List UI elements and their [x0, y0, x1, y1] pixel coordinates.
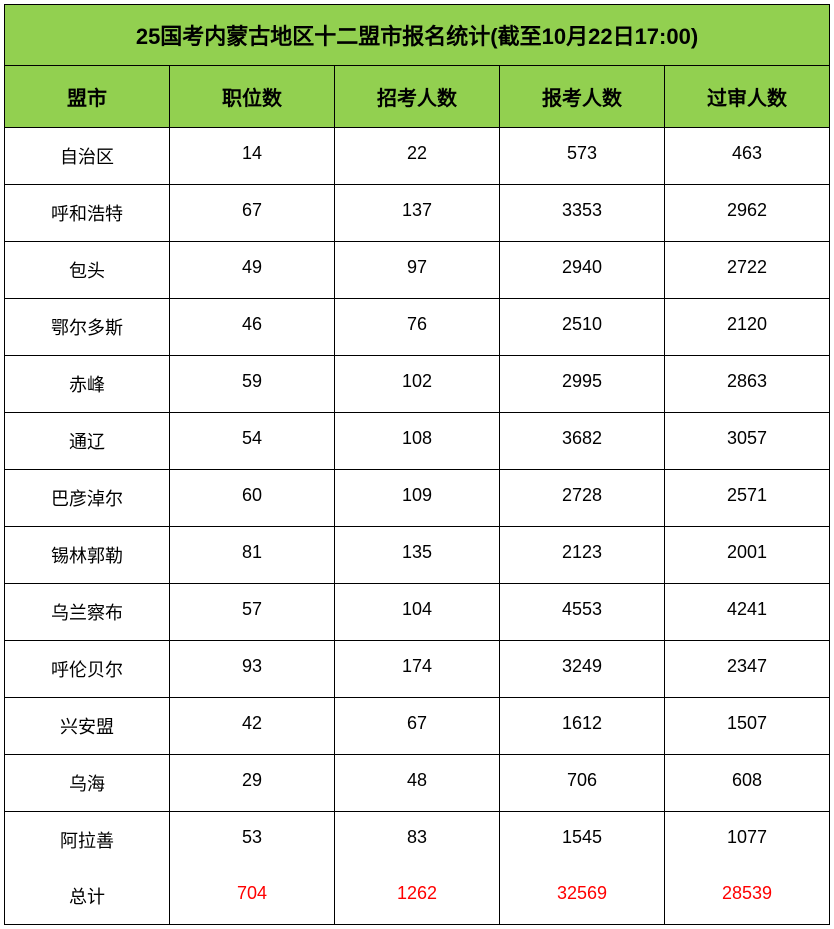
table-cell: 鄂尔多斯 [5, 299, 170, 355]
table-row: 阿拉善538315451077 [5, 812, 829, 868]
table-cell: 54 [170, 413, 335, 469]
table-cell: 呼伦贝尔 [5, 641, 170, 697]
table-cell: 108 [335, 413, 500, 469]
table-cell: 135 [335, 527, 500, 583]
table-cell: 2863 [665, 356, 829, 412]
table-row: 锡林郭勒8113521232001 [5, 527, 829, 584]
table-cell: 乌兰察布 [5, 584, 170, 640]
table-row: 呼伦贝尔9317432492347 [5, 641, 829, 698]
table-cell: 22 [335, 128, 500, 184]
table-cell: 48 [335, 755, 500, 811]
table-cell: 4553 [500, 584, 665, 640]
table-cell: 29 [170, 755, 335, 811]
table-cell: 1507 [665, 698, 829, 754]
table-cell: 109 [335, 470, 500, 526]
table-cell: 46 [170, 299, 335, 355]
table-cell: 608 [665, 755, 829, 811]
table-cell: 104 [335, 584, 500, 640]
table-cell: 42 [170, 698, 335, 754]
total-label: 总计 [5, 868, 170, 924]
table-cell: 兴安盟 [5, 698, 170, 754]
table-cell: 67 [335, 698, 500, 754]
table-cell: 呼和浩特 [5, 185, 170, 241]
table-cell: 2728 [500, 470, 665, 526]
col-header-positions: 职位数 [170, 66, 335, 127]
table-cell: 3682 [500, 413, 665, 469]
table-cell: 93 [170, 641, 335, 697]
table-cell: 2347 [665, 641, 829, 697]
col-header-recruits: 招考人数 [335, 66, 500, 127]
table-row: 乌海2948706608 [5, 755, 829, 812]
table-row: 巴彦淖尔6010927282571 [5, 470, 829, 527]
table-title: 25国考内蒙古地区十二盟市报名统计(截至10月22日17:00) [5, 5, 829, 66]
table-cell: 包头 [5, 242, 170, 298]
table-row: 赤峰5910229952863 [5, 356, 829, 413]
table-cell: 174 [335, 641, 500, 697]
table-cell: 53 [170, 812, 335, 868]
table-cell: 巴彦淖尔 [5, 470, 170, 526]
table-cell: 2510 [500, 299, 665, 355]
table-cell: 2995 [500, 356, 665, 412]
table-row: 鄂尔多斯467625102120 [5, 299, 829, 356]
table-cell: 83 [335, 812, 500, 868]
table-cell: 2001 [665, 527, 829, 583]
table-cell: 102 [335, 356, 500, 412]
col-header-approved: 过审人数 [665, 66, 829, 127]
total-applicants: 32569 [500, 868, 665, 924]
table-cell: 49 [170, 242, 335, 298]
table-cell: 2940 [500, 242, 665, 298]
table-cell: 97 [335, 242, 500, 298]
table-cell: 67 [170, 185, 335, 241]
table-cell: 阿拉善 [5, 812, 170, 868]
table-cell: 463 [665, 128, 829, 184]
table-body: 自治区1422573463呼和浩特6713733532962包头49972940… [5, 128, 829, 868]
table-cell: 57 [170, 584, 335, 640]
table-row: 呼和浩特6713733532962 [5, 185, 829, 242]
table-cell: 1612 [500, 698, 665, 754]
table-cell: 3249 [500, 641, 665, 697]
table-cell: 59 [170, 356, 335, 412]
table-row: 包头499729402722 [5, 242, 829, 299]
table-cell: 2962 [665, 185, 829, 241]
table-cell: 3353 [500, 185, 665, 241]
stats-table: 25国考内蒙古地区十二盟市报名统计(截至10月22日17:00) 盟市 职位数 … [4, 4, 830, 925]
table-header-row: 盟市 职位数 招考人数 报考人数 过审人数 [5, 66, 829, 128]
table-cell: 1545 [500, 812, 665, 868]
table-cell: 2123 [500, 527, 665, 583]
table-row: 自治区1422573463 [5, 128, 829, 185]
total-recruits: 1262 [335, 868, 500, 924]
table-cell: 706 [500, 755, 665, 811]
table-cell: 14 [170, 128, 335, 184]
table-row: 兴安盟426716121507 [5, 698, 829, 755]
table-cell: 乌海 [5, 755, 170, 811]
table-row: 通辽5410836823057 [5, 413, 829, 470]
table-cell: 通辽 [5, 413, 170, 469]
table-cell: 赤峰 [5, 356, 170, 412]
col-header-region: 盟市 [5, 66, 170, 127]
table-total-row: 总计 704 1262 32569 28539 [5, 868, 829, 924]
total-approved: 28539 [665, 868, 829, 924]
table-cell: 4241 [665, 584, 829, 640]
table-cell: 573 [500, 128, 665, 184]
total-positions: 704 [170, 868, 335, 924]
table-cell: 2120 [665, 299, 829, 355]
table-cell: 76 [335, 299, 500, 355]
table-cell: 60 [170, 470, 335, 526]
table-cell: 81 [170, 527, 335, 583]
col-header-applicants: 报考人数 [500, 66, 665, 127]
table-cell: 2571 [665, 470, 829, 526]
table-cell: 3057 [665, 413, 829, 469]
table-cell: 1077 [665, 812, 829, 868]
table-cell: 2722 [665, 242, 829, 298]
table-cell: 锡林郭勒 [5, 527, 170, 583]
table-cell: 137 [335, 185, 500, 241]
table-row: 乌兰察布5710445534241 [5, 584, 829, 641]
table-cell: 自治区 [5, 128, 170, 184]
